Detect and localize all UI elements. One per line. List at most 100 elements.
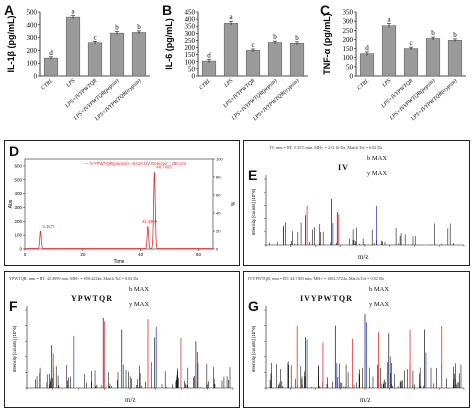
y-tick-label: 100 [343,54,354,62]
significance-letter: d [49,49,53,57]
y-tick-label: 250 [343,27,354,35]
y-tick-label: 250 [185,37,196,45]
panel-letter: B [162,2,173,18]
y-tick-label: 50 [188,65,196,73]
b-ion-label: b MAX [369,286,390,293]
significance-letter: b [431,29,435,37]
panel-f-spectrum: F YPWTQR, mm = RT: 42.4999 min, MH+ = 85… [4,271,240,408]
right-tick-label: 20 [216,229,221,234]
y-tick-label: 400 [14,191,22,196]
right-tick-label: 60 [216,193,221,198]
bar [109,32,125,77]
spectrum-header: YPWTQR, mm = RT: 42.4999 min, MH+ = 850.… [9,276,139,281]
y-tick-label: 0 [34,73,38,81]
significance-letter: d [207,51,211,59]
panel-d-chromatogram: D 0 100 200 300 400 500 600 0 20 40 60 100 80 60 40 20 0… [4,140,240,266]
y-tick-label: 200 [185,44,196,52]
bar [43,57,59,77]
y-tick-label: 150 [185,51,196,59]
spectrum-header: IV, mm = RT: 5.357t min, MH+ = 213.16 Da… [270,145,383,150]
spectrum-plot: Intensity [counts] (10^6) [251,175,465,247]
bar [223,23,239,77]
panel-letter: D [9,143,20,159]
y-tick-label: 100 [185,58,196,66]
right-tick-label: 40 [216,211,221,216]
significance-letter: b [273,33,277,41]
right-axis-label: % [229,202,235,207]
spectrum-plot: Intensity [counts] (10^6) [251,306,465,390]
y-tick-label: 350 [343,9,354,17]
y-tick-label: 450 [185,9,196,17]
y-tick-label: 500 [14,177,22,182]
x-tick-label: CTRL [198,78,212,91]
spectrum-plot: Intensity [counts] (10^6) [12,306,234,390]
x-axis-label: Time [114,259,125,265]
b-ion-label: b MAX [367,155,388,162]
significance-letter: d [365,44,369,52]
y-ion-label: y MAX [369,301,390,308]
peak-label: 42.4999 [142,219,158,224]
spectrum-header: IVYPWTQR, mm = RT: 44.7403 min, MH+ = 10… [248,276,384,281]
y-tick-label: 350 [185,23,196,31]
panel-e-spectrum: E IV, mm = RT: 5.357t min, MH+ = 213.16 … [243,140,470,266]
y-tick-label: 400 [185,16,196,24]
y-tick-label: 300 [27,34,38,42]
y-tick-label: 150 [343,45,354,53]
right-tick-label: 80 [216,175,221,180]
y-tick-label: 0 [19,247,22,252]
peak-label: 44.7403 [156,164,172,169]
significance-letter: c [251,41,254,49]
plot-frame [24,158,214,250]
y-tick-label: 300 [343,18,354,26]
y-tick-label: 600 [14,163,22,168]
y-tick-label: 400 [27,21,38,29]
panel-b-il6: B 0 50 100 150 200 250 300 350 400 450 IL-6 (pg/mL… [158,0,316,130]
significance-letter: b [295,34,299,42]
panel-letter: E [248,167,258,183]
x-tick-label: 60 [196,252,202,257]
b-ion-label: b MAX [129,286,150,293]
y-tick-label: 0 [350,73,354,81]
significance-letter: c [409,39,412,47]
significance-letter: a [71,8,75,16]
bar [381,25,397,77]
chromatogram-trace [25,172,213,249]
significance-letter: c [93,33,96,41]
right-tick-label: 0 [216,247,219,252]
y-ion-label: y MAX [129,301,150,308]
x-tick-label: LPS [381,78,393,90]
significance-letter: a [229,13,233,21]
peptide-sequence: IVYPWTQR [300,294,353,303]
y-tick-label: 200 [343,36,354,44]
y-axis-label: Abs [8,199,14,208]
y-tick-label: 0 [192,73,196,81]
panel-letter: F [9,298,18,314]
panel-a-il1b: A 0 100 200 300 400 500 IL-1β (pg/mL) d CTRL a LPS… [0,0,158,130]
x-tick-label: 20 [80,252,86,257]
x-tick-label: CTRL [40,78,54,91]
y-tick-label: 50 [346,63,354,71]
panel-letter: G [248,298,259,314]
panel-g-spectrum: G IVYPWTQR, mm = RT: 44.7403 min, MH+ = … [243,271,470,408]
y-ion-label: y MAX [367,170,388,177]
x-tick-label: 40 [138,252,144,257]
right-tick-label: 100 [216,157,223,162]
y-tick-label: 300 [14,205,22,210]
bar [87,42,103,77]
y-tick-label: 500 [27,9,38,17]
x-axis-label: m/z [125,396,136,404]
y-axis-label: IL-1β (pg/mL) [6,16,16,73]
significance-letter: a [387,16,391,24]
bar [245,50,261,77]
bar [403,48,419,77]
significance-letter: b [453,31,457,39]
chromatogram-legend: — IVYPWTQR(pepsin)--:6419 UV Detector : … [84,161,187,166]
bar [201,60,217,77]
y-tick-label: 100 [14,233,22,238]
y-tick-label: 300 [185,30,196,38]
bar [65,16,81,77]
x-tick-label: 0 [24,252,27,257]
